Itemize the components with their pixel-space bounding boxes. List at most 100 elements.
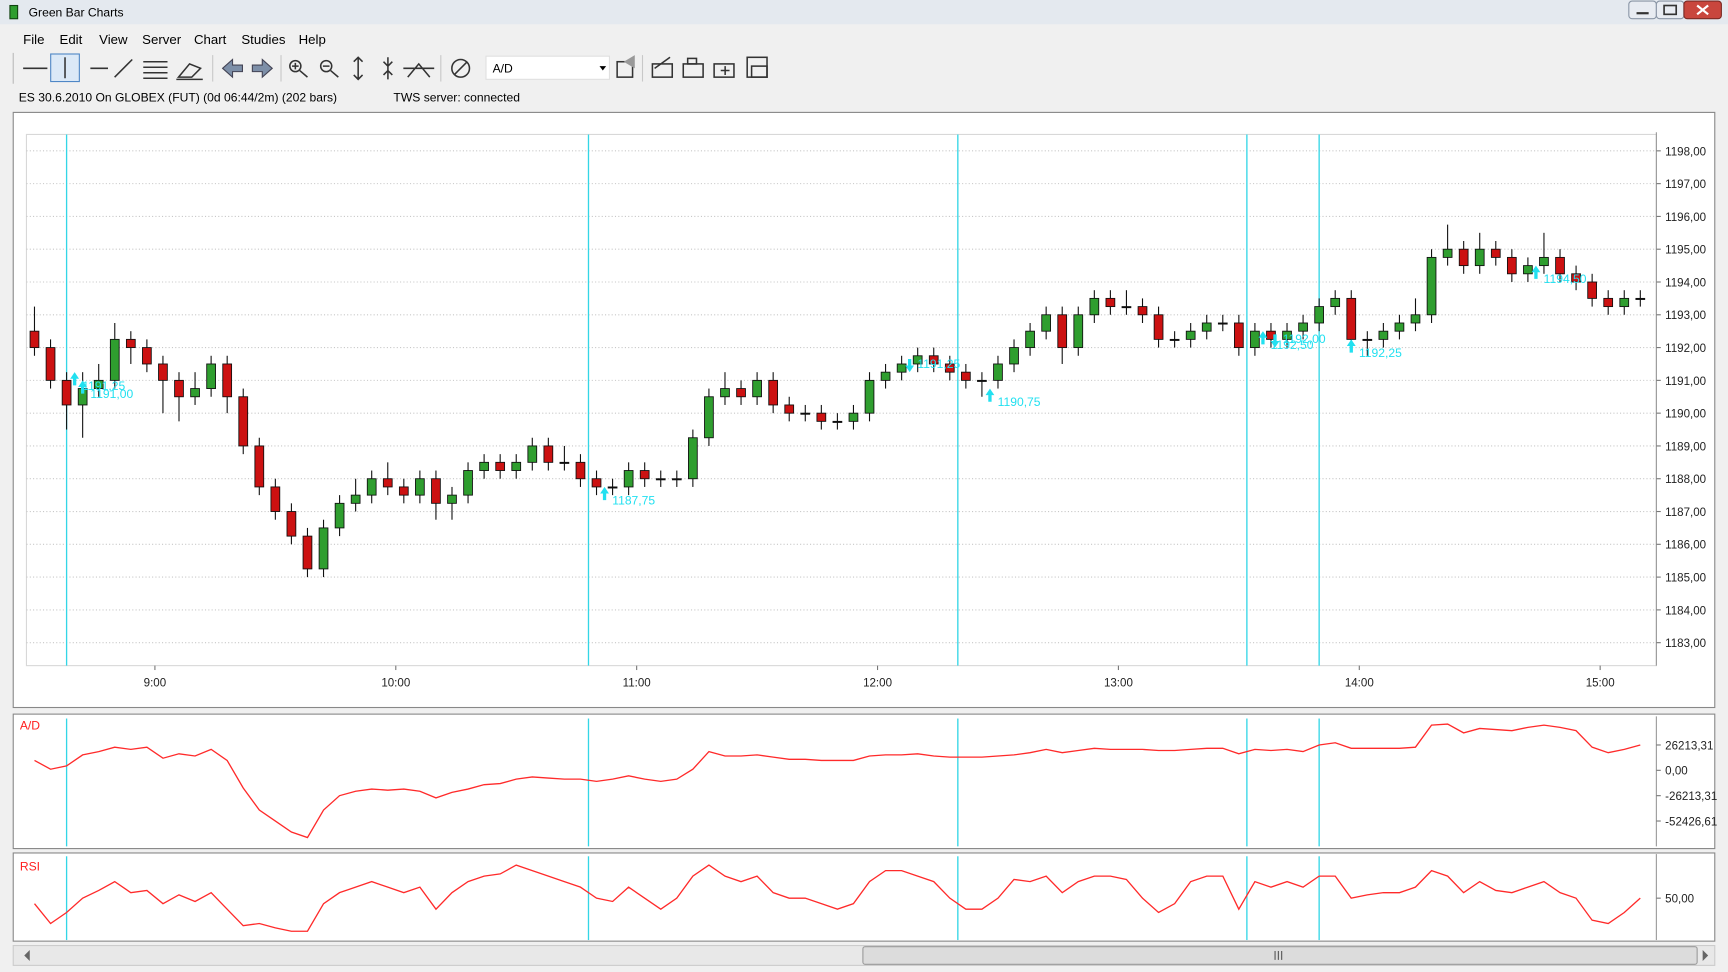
tool-layout-4[interactable] [746, 56, 768, 78]
menu-item[interactable]: Studies [241, 32, 285, 47]
x-tick-label: 14:00 [1345, 678, 1374, 690]
candle-body [607, 486, 618, 489]
candle-body [1458, 248, 1469, 267]
candle-body [431, 478, 441, 504]
candle-body [1185, 330, 1196, 340]
candle-body [495, 461, 506, 471]
x-tick-label: 10:00 [381, 678, 410, 690]
candle-body [768, 379, 779, 406]
candle-body [382, 478, 393, 488]
menu-bar: File Edit View Server Chart Studies Help [23, 32, 326, 47]
menu-item[interactable]: Server [142, 32, 182, 47]
candle-body [1009, 347, 1019, 365]
ad-panel [12, 713, 1716, 850]
candle-body [1587, 281, 1597, 299]
candle-body [623, 470, 634, 488]
candle-body [1410, 314, 1421, 324]
candle-body [1490, 248, 1501, 258]
candle-body [334, 502, 345, 529]
scroll-thumb[interactable] [862, 946, 1698, 965]
tool-add-study[interactable] [616, 55, 635, 78]
scroll-left[interactable] [24, 949, 30, 961]
menu-item[interactable]: File [23, 32, 44, 47]
tool-layout-1[interactable] [651, 56, 674, 78]
signal-label: 1191,25 [917, 357, 960, 371]
menu-item[interactable]: Help [299, 32, 326, 47]
indicator-dropdown-value[interactable]: A/D [493, 62, 513, 76]
menu-item[interactable]: Edit [60, 32, 83, 47]
candle-body [286, 511, 297, 537]
y-tick-label: 1193,00 [1665, 310, 1706, 322]
candle-body [993, 363, 1003, 381]
menu-item[interactable]: View [99, 32, 128, 47]
candle-body [1474, 248, 1485, 267]
candle-body [1137, 306, 1148, 316]
candle-body [366, 478, 377, 496]
candle-body [29, 330, 40, 349]
h-scrollbar[interactable] [12, 944, 1716, 966]
candle-body [1523, 265, 1533, 275]
menu-item[interactable]: Chart [194, 32, 227, 47]
tool-channel[interactable] [143, 60, 168, 80]
y-tick-label: 1187,00 [1665, 507, 1706, 519]
y-tick-label: 1188,00 [1665, 474, 1706, 486]
tool-layout-2[interactable] [682, 57, 704, 78]
maximize-button[interactable] [1655, 0, 1685, 20]
scroll-grip [1274, 951, 1283, 960]
candle-body [93, 379, 104, 390]
candle-body [800, 412, 811, 415]
candle-body [222, 363, 233, 398]
tool-trendline[interactable] [114, 58, 133, 78]
tool-zoom-in[interactable] [289, 59, 308, 78]
candle-body [1282, 330, 1292, 340]
candle-body [832, 420, 843, 423]
tool-back[interactable] [221, 58, 243, 79]
y-tick-label: 1184,00 [1665, 605, 1706, 617]
tool-vzoom-out[interactable] [382, 57, 393, 80]
tool-zoom-out[interactable] [319, 59, 339, 78]
y-tick-label: 1185,00 [1665, 573, 1706, 585]
y-tick-label: 1196,00 [1665, 212, 1706, 224]
candle-body [511, 461, 522, 471]
minimize-button[interactable] [1628, 0, 1657, 20]
candle-body [527, 445, 538, 463]
y-tick-label: 0,00 [1665, 766, 1688, 778]
signal-arrow [905, 358, 915, 373]
indicator-dropdown[interactable] [485, 55, 610, 80]
y-tick-label: 1189,00 [1665, 441, 1706, 453]
window-controls[interactable] [1628, 0, 1722, 20]
y-tick-label: 1191,00 [1665, 376, 1706, 388]
x-tick-label: 12:00 [863, 678, 892, 690]
tool-fit[interactable] [403, 62, 435, 78]
toolbar: A/D [12, 52, 768, 84]
candle-body [302, 535, 313, 570]
candle-body [174, 379, 184, 398]
candle-body [1201, 322, 1212, 332]
panel-title: RSI [20, 860, 40, 874]
candle-body [1506, 256, 1517, 275]
y-tick-label: 50,00 [1665, 894, 1694, 906]
tool-vzoom-in[interactable] [353, 56, 364, 81]
close-icon [1696, 4, 1709, 16]
candle-body [1426, 256, 1437, 316]
candle-body [864, 379, 875, 414]
window-title: Green Bar Charts [29, 6, 124, 20]
instrument-info: ES 30.6.2010 On GLOBEX (FUT) (0d 06:44/2… [19, 90, 337, 104]
candle-body [1250, 330, 1260, 349]
candle-body [928, 355, 939, 365]
tool-layout-3[interactable] [713, 63, 735, 78]
tool-eraser[interactable] [176, 62, 203, 81]
indicator-line [34, 723, 1641, 839]
price-plot-area [25, 133, 1657, 667]
candle-body [591, 478, 602, 488]
candle-body [1330, 297, 1341, 308]
signal-arrow [985, 388, 995, 402]
candle-body [1394, 322, 1405, 332]
scroll-right[interactable] [1702, 949, 1709, 961]
x-tick-label: 15:00 [1586, 678, 1615, 690]
candle-body [479, 461, 489, 471]
tool-forward[interactable] [251, 58, 274, 79]
tool-cancel[interactable] [451, 58, 471, 78]
tool-vline[interactable] [50, 53, 80, 83]
